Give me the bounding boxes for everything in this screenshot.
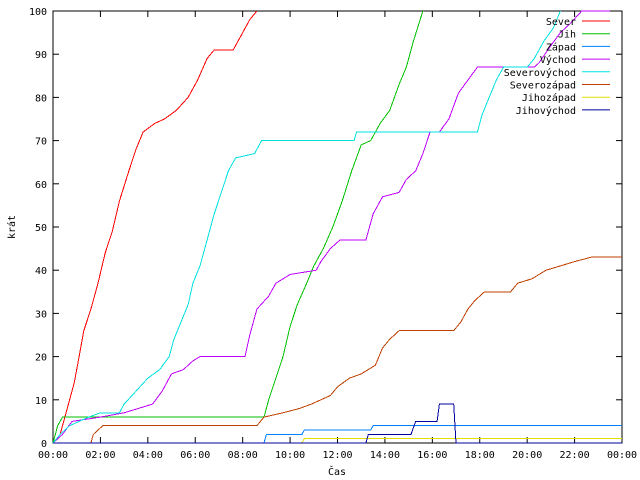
series-line bbox=[52, 10, 561, 444]
x-tick-label: 06:00 bbox=[180, 450, 210, 461]
y-tick-label: 90 bbox=[35, 50, 47, 61]
x-tick-label: 10:00 bbox=[275, 450, 305, 461]
y-tick-label: 100 bbox=[29, 7, 47, 18]
y-tick-label: 0 bbox=[41, 439, 47, 450]
x-tick-label: 04:00 bbox=[133, 450, 163, 461]
legend: Sever JihZápadVýchodSeverovýchodSeverozáp… bbox=[504, 17, 610, 117]
legend-label: Jih bbox=[558, 30, 576, 41]
legend-label: Severozápad bbox=[510, 80, 576, 92]
series-line bbox=[53, 425, 622, 444]
series-line bbox=[52, 10, 424, 444]
y-tick-label: 40 bbox=[35, 266, 47, 277]
series-line bbox=[52, 10, 258, 444]
x-tick-label: 12:00 bbox=[322, 450, 352, 461]
y-axis-title: krát bbox=[6, 215, 18, 239]
x-tick-label: 14:00 bbox=[370, 450, 400, 461]
x-tick-label: 16:00 bbox=[417, 450, 447, 461]
y-axis-ticks: 0 10 20 30 40 50 60 70 80 90 100 bbox=[29, 7, 622, 450]
series-line bbox=[53, 403, 622, 444]
y-tick-label: 20 bbox=[35, 353, 47, 364]
legend-label: Východ bbox=[540, 54, 576, 66]
series-line bbox=[53, 256, 622, 444]
series-lines bbox=[52, 10, 622, 444]
x-tick-label: 08:00 bbox=[228, 450, 258, 461]
legend-label: Jihovýchod bbox=[516, 105, 576, 117]
x-tick-label: 02:00 bbox=[85, 450, 115, 461]
x-axis-title: Čas bbox=[328, 465, 346, 478]
x-axis-ticks: 00:00 02:00 04:00 06:00 08:00 10:00 12:00 14:00… bbox=[38, 11, 637, 461]
y-tick-label: 50 bbox=[35, 223, 47, 234]
x-tick-label: 20:00 bbox=[512, 450, 542, 461]
legend-label: Jihozápad bbox=[522, 92, 576, 104]
y-tick-label: 70 bbox=[35, 137, 47, 148]
series-line bbox=[52, 10, 611, 444]
y-tick-label: 30 bbox=[35, 309, 47, 320]
y-tick-label: 60 bbox=[35, 180, 47, 191]
legend-label: Sever bbox=[546, 17, 576, 28]
y-tick-label: 80 bbox=[35, 93, 47, 104]
x-tick-label: 00:00 bbox=[38, 450, 68, 461]
x-tick-label: 18:00 bbox=[465, 450, 495, 461]
legend-label: Západ bbox=[546, 41, 576, 53]
x-tick-label: 00:00 bbox=[607, 450, 637, 461]
legend-label: Severovýchod bbox=[504, 67, 576, 79]
y-tick-label: 10 bbox=[35, 396, 47, 407]
x-tick-label: 22:00 bbox=[560, 450, 590, 461]
